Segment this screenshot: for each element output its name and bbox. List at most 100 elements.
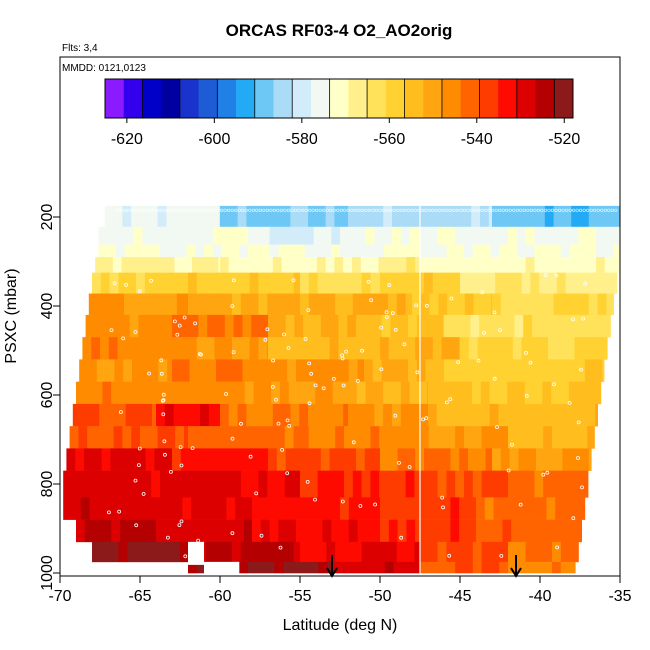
heatmap-cell bbox=[239, 226, 249, 245]
heatmap-cell bbox=[357, 359, 365, 382]
sample-point bbox=[536, 208, 541, 212]
sample-point bbox=[285, 471, 290, 476]
heatmap-cell bbox=[331, 244, 341, 258]
heatmap-cell bbox=[98, 244, 108, 258]
heatmap-cell bbox=[587, 257, 597, 273]
heatmap-cell bbox=[308, 426, 318, 449]
colorbar-swatch bbox=[310, 79, 331, 118]
heatmap-cell bbox=[317, 470, 327, 498]
heatmap-cell bbox=[441, 497, 451, 520]
heatmap-cell bbox=[548, 272, 558, 294]
heatmap-cell bbox=[189, 314, 199, 338]
heatmap-cell bbox=[432, 448, 442, 471]
heatmap-cell bbox=[167, 359, 173, 382]
heatmap-cell bbox=[543, 426, 553, 449]
x-tick-label: -40 bbox=[528, 588, 551, 605]
heatmap-cell bbox=[373, 448, 381, 471]
sample-point bbox=[167, 208, 171, 212]
sample-point bbox=[455, 208, 460, 212]
heatmap-cell bbox=[420, 293, 430, 316]
heatmap-cell bbox=[499, 244, 509, 258]
heatmap-cell bbox=[425, 314, 435, 338]
heatmap-cell bbox=[165, 257, 175, 273]
heatmap-cell bbox=[145, 448, 155, 471]
heatmap-cell bbox=[127, 541, 137, 563]
heatmap-cell bbox=[293, 541, 301, 563]
heatmap-cell bbox=[401, 244, 411, 258]
heatmap-cell bbox=[276, 448, 286, 471]
data-gap bbox=[188, 541, 204, 565]
heatmap-cell bbox=[456, 293, 466, 316]
heatmap-cell bbox=[567, 314, 577, 338]
heatmap-cell bbox=[562, 205, 572, 228]
heatmap-cell bbox=[392, 244, 402, 258]
heatmap-cell bbox=[214, 337, 224, 360]
sample-point bbox=[390, 311, 395, 316]
heatmap-cell bbox=[267, 426, 277, 449]
heatmap-cell bbox=[189, 448, 199, 471]
sample-point bbox=[258, 208, 262, 212]
heatmap-cell bbox=[239, 244, 249, 258]
heatmap-cell bbox=[528, 519, 538, 543]
sample-point bbox=[230, 208, 234, 212]
sample-point bbox=[184, 208, 188, 212]
sample-point bbox=[119, 410, 123, 415]
heatmap-cell bbox=[309, 561, 319, 574]
heatmap-cell bbox=[569, 226, 579, 245]
heatmap-cell bbox=[380, 337, 390, 360]
heatmap-cell bbox=[597, 293, 607, 316]
heatmap-cell bbox=[558, 359, 568, 382]
heatmap-cell bbox=[140, 205, 150, 228]
heatmap-cell bbox=[287, 359, 297, 382]
heatmap-cell bbox=[216, 314, 226, 338]
heatmap-cell bbox=[232, 541, 242, 563]
sample-point bbox=[161, 412, 166, 417]
heatmap-cell bbox=[409, 381, 419, 405]
heatmap-cell bbox=[113, 426, 123, 449]
heatmap-cell bbox=[484, 519, 494, 543]
heatmap-cell bbox=[534, 244, 544, 258]
sample-point bbox=[567, 400, 572, 405]
heatmap-cell bbox=[507, 381, 517, 405]
heatmap-cell bbox=[205, 541, 215, 563]
heatmap-cell bbox=[470, 314, 480, 338]
heatmap-cell bbox=[571, 293, 581, 316]
heatmap-cell bbox=[348, 381, 358, 405]
heatmap-cell bbox=[116, 244, 126, 258]
heatmap-cell bbox=[98, 470, 108, 498]
heatmap-cell bbox=[482, 293, 492, 316]
heatmap-cell bbox=[183, 257, 193, 273]
heatmap-cell bbox=[228, 257, 238, 273]
heatmap-cell bbox=[251, 314, 261, 338]
heatmap-cell bbox=[331, 359, 341, 382]
heatmap-cell bbox=[300, 541, 310, 563]
heatmap-cell bbox=[244, 381, 254, 405]
heatmap-cell bbox=[516, 226, 526, 245]
heatmap-cell bbox=[365, 403, 375, 427]
heatmap-cell bbox=[133, 470, 143, 498]
x-tick-label: -60 bbox=[208, 588, 231, 605]
heatmap-cell bbox=[182, 381, 192, 405]
heatmap-cell bbox=[534, 561, 544, 574]
sample-point bbox=[181, 208, 185, 212]
heatmap-cell bbox=[495, 272, 505, 294]
heatmap-cell bbox=[383, 226, 393, 245]
heatmap-cell bbox=[490, 426, 500, 449]
heatmap-cell bbox=[209, 257, 219, 273]
heatmap-cell bbox=[104, 205, 114, 228]
heatmap-cell bbox=[441, 519, 451, 543]
sample-point bbox=[276, 421, 281, 426]
heatmap-cell bbox=[264, 403, 274, 427]
heatmap-cell bbox=[88, 359, 98, 382]
heatmap-cell bbox=[294, 337, 304, 360]
heatmap-cell bbox=[151, 497, 157, 520]
heatmap-cell bbox=[577, 381, 587, 405]
heatmap-cell bbox=[406, 448, 416, 471]
heatmap-cell bbox=[578, 257, 588, 273]
heatmap-cell bbox=[370, 541, 380, 563]
heatmap-cell bbox=[92, 448, 102, 471]
sample-point bbox=[543, 273, 548, 278]
plot-frame bbox=[59, 56, 621, 577]
heatmap-cell bbox=[523, 359, 533, 382]
sample-point bbox=[220, 208, 224, 212]
